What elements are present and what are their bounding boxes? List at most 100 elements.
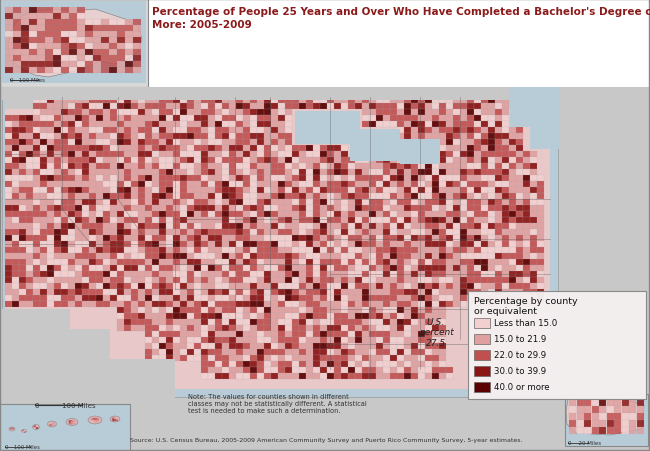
Bar xyxy=(103,290,110,295)
Bar xyxy=(61,241,68,247)
Ellipse shape xyxy=(51,424,55,426)
Bar xyxy=(110,188,116,193)
Bar xyxy=(101,62,109,67)
Bar xyxy=(495,104,502,109)
Bar xyxy=(502,128,508,133)
Bar xyxy=(355,349,361,355)
Bar xyxy=(306,188,313,193)
Bar xyxy=(278,128,285,133)
Bar xyxy=(425,212,432,217)
Bar xyxy=(75,122,82,127)
Bar xyxy=(45,38,53,43)
Bar xyxy=(117,325,124,331)
Bar xyxy=(89,277,96,283)
Bar xyxy=(369,349,376,355)
Bar xyxy=(467,259,474,265)
Bar xyxy=(264,325,270,331)
Bar xyxy=(439,110,446,115)
Bar xyxy=(215,224,222,229)
Bar xyxy=(488,277,495,283)
Bar xyxy=(68,283,75,289)
Bar xyxy=(166,133,173,139)
Bar xyxy=(299,206,305,211)
Bar xyxy=(250,265,257,271)
Bar xyxy=(180,265,187,271)
Bar xyxy=(397,212,404,217)
Bar xyxy=(271,265,278,271)
Bar xyxy=(439,343,446,349)
Bar xyxy=(523,290,530,295)
Bar xyxy=(362,307,369,313)
Bar xyxy=(47,193,53,199)
Bar xyxy=(145,122,151,127)
Bar xyxy=(348,170,355,175)
Bar xyxy=(271,343,278,349)
Bar xyxy=(537,277,543,283)
Bar xyxy=(85,20,92,25)
Bar xyxy=(264,193,270,199)
Bar xyxy=(250,272,257,277)
Bar xyxy=(411,193,417,199)
Bar xyxy=(68,259,75,265)
Bar xyxy=(439,277,446,283)
Bar xyxy=(432,248,439,253)
Bar xyxy=(5,212,12,217)
Bar xyxy=(82,224,88,229)
Bar xyxy=(19,128,25,133)
Bar xyxy=(320,349,326,355)
Bar xyxy=(348,98,355,103)
Bar xyxy=(299,253,305,259)
Bar xyxy=(243,235,250,241)
Bar xyxy=(320,146,326,151)
Bar xyxy=(439,313,446,319)
Bar xyxy=(299,290,305,295)
Bar xyxy=(187,325,194,331)
Bar xyxy=(306,98,313,103)
Bar xyxy=(5,128,12,133)
Bar xyxy=(502,158,508,163)
Bar xyxy=(530,120,560,150)
Bar xyxy=(69,50,77,55)
Bar xyxy=(77,20,85,25)
Bar xyxy=(117,283,124,289)
Bar xyxy=(89,253,96,259)
Bar xyxy=(166,116,173,121)
Bar xyxy=(488,140,495,145)
Bar xyxy=(236,313,242,319)
Bar xyxy=(250,206,257,211)
Bar xyxy=(467,224,474,229)
Bar xyxy=(117,248,124,253)
Bar xyxy=(12,140,19,145)
Bar xyxy=(285,158,292,163)
Bar xyxy=(411,188,417,193)
Bar xyxy=(320,164,326,169)
Bar xyxy=(460,253,467,259)
Bar xyxy=(45,68,53,74)
Bar xyxy=(194,230,201,235)
Bar xyxy=(229,199,235,205)
Bar xyxy=(110,259,116,265)
Bar xyxy=(201,259,207,265)
Bar xyxy=(523,199,530,205)
Bar xyxy=(502,290,508,295)
Bar xyxy=(166,331,173,337)
Bar xyxy=(306,158,313,163)
Bar xyxy=(61,152,68,157)
Bar xyxy=(355,241,361,247)
Bar xyxy=(40,230,47,235)
Bar xyxy=(474,158,480,163)
Bar xyxy=(243,343,250,349)
Bar xyxy=(145,158,151,163)
Bar xyxy=(222,206,229,211)
Bar xyxy=(21,44,29,50)
Bar xyxy=(404,182,411,187)
Bar xyxy=(320,206,326,211)
Bar xyxy=(425,230,432,235)
Bar xyxy=(187,265,194,271)
Bar xyxy=(292,241,298,247)
Bar xyxy=(125,38,133,43)
Bar xyxy=(103,104,110,109)
Bar xyxy=(159,319,166,325)
Bar xyxy=(390,295,396,301)
Bar xyxy=(257,241,264,247)
